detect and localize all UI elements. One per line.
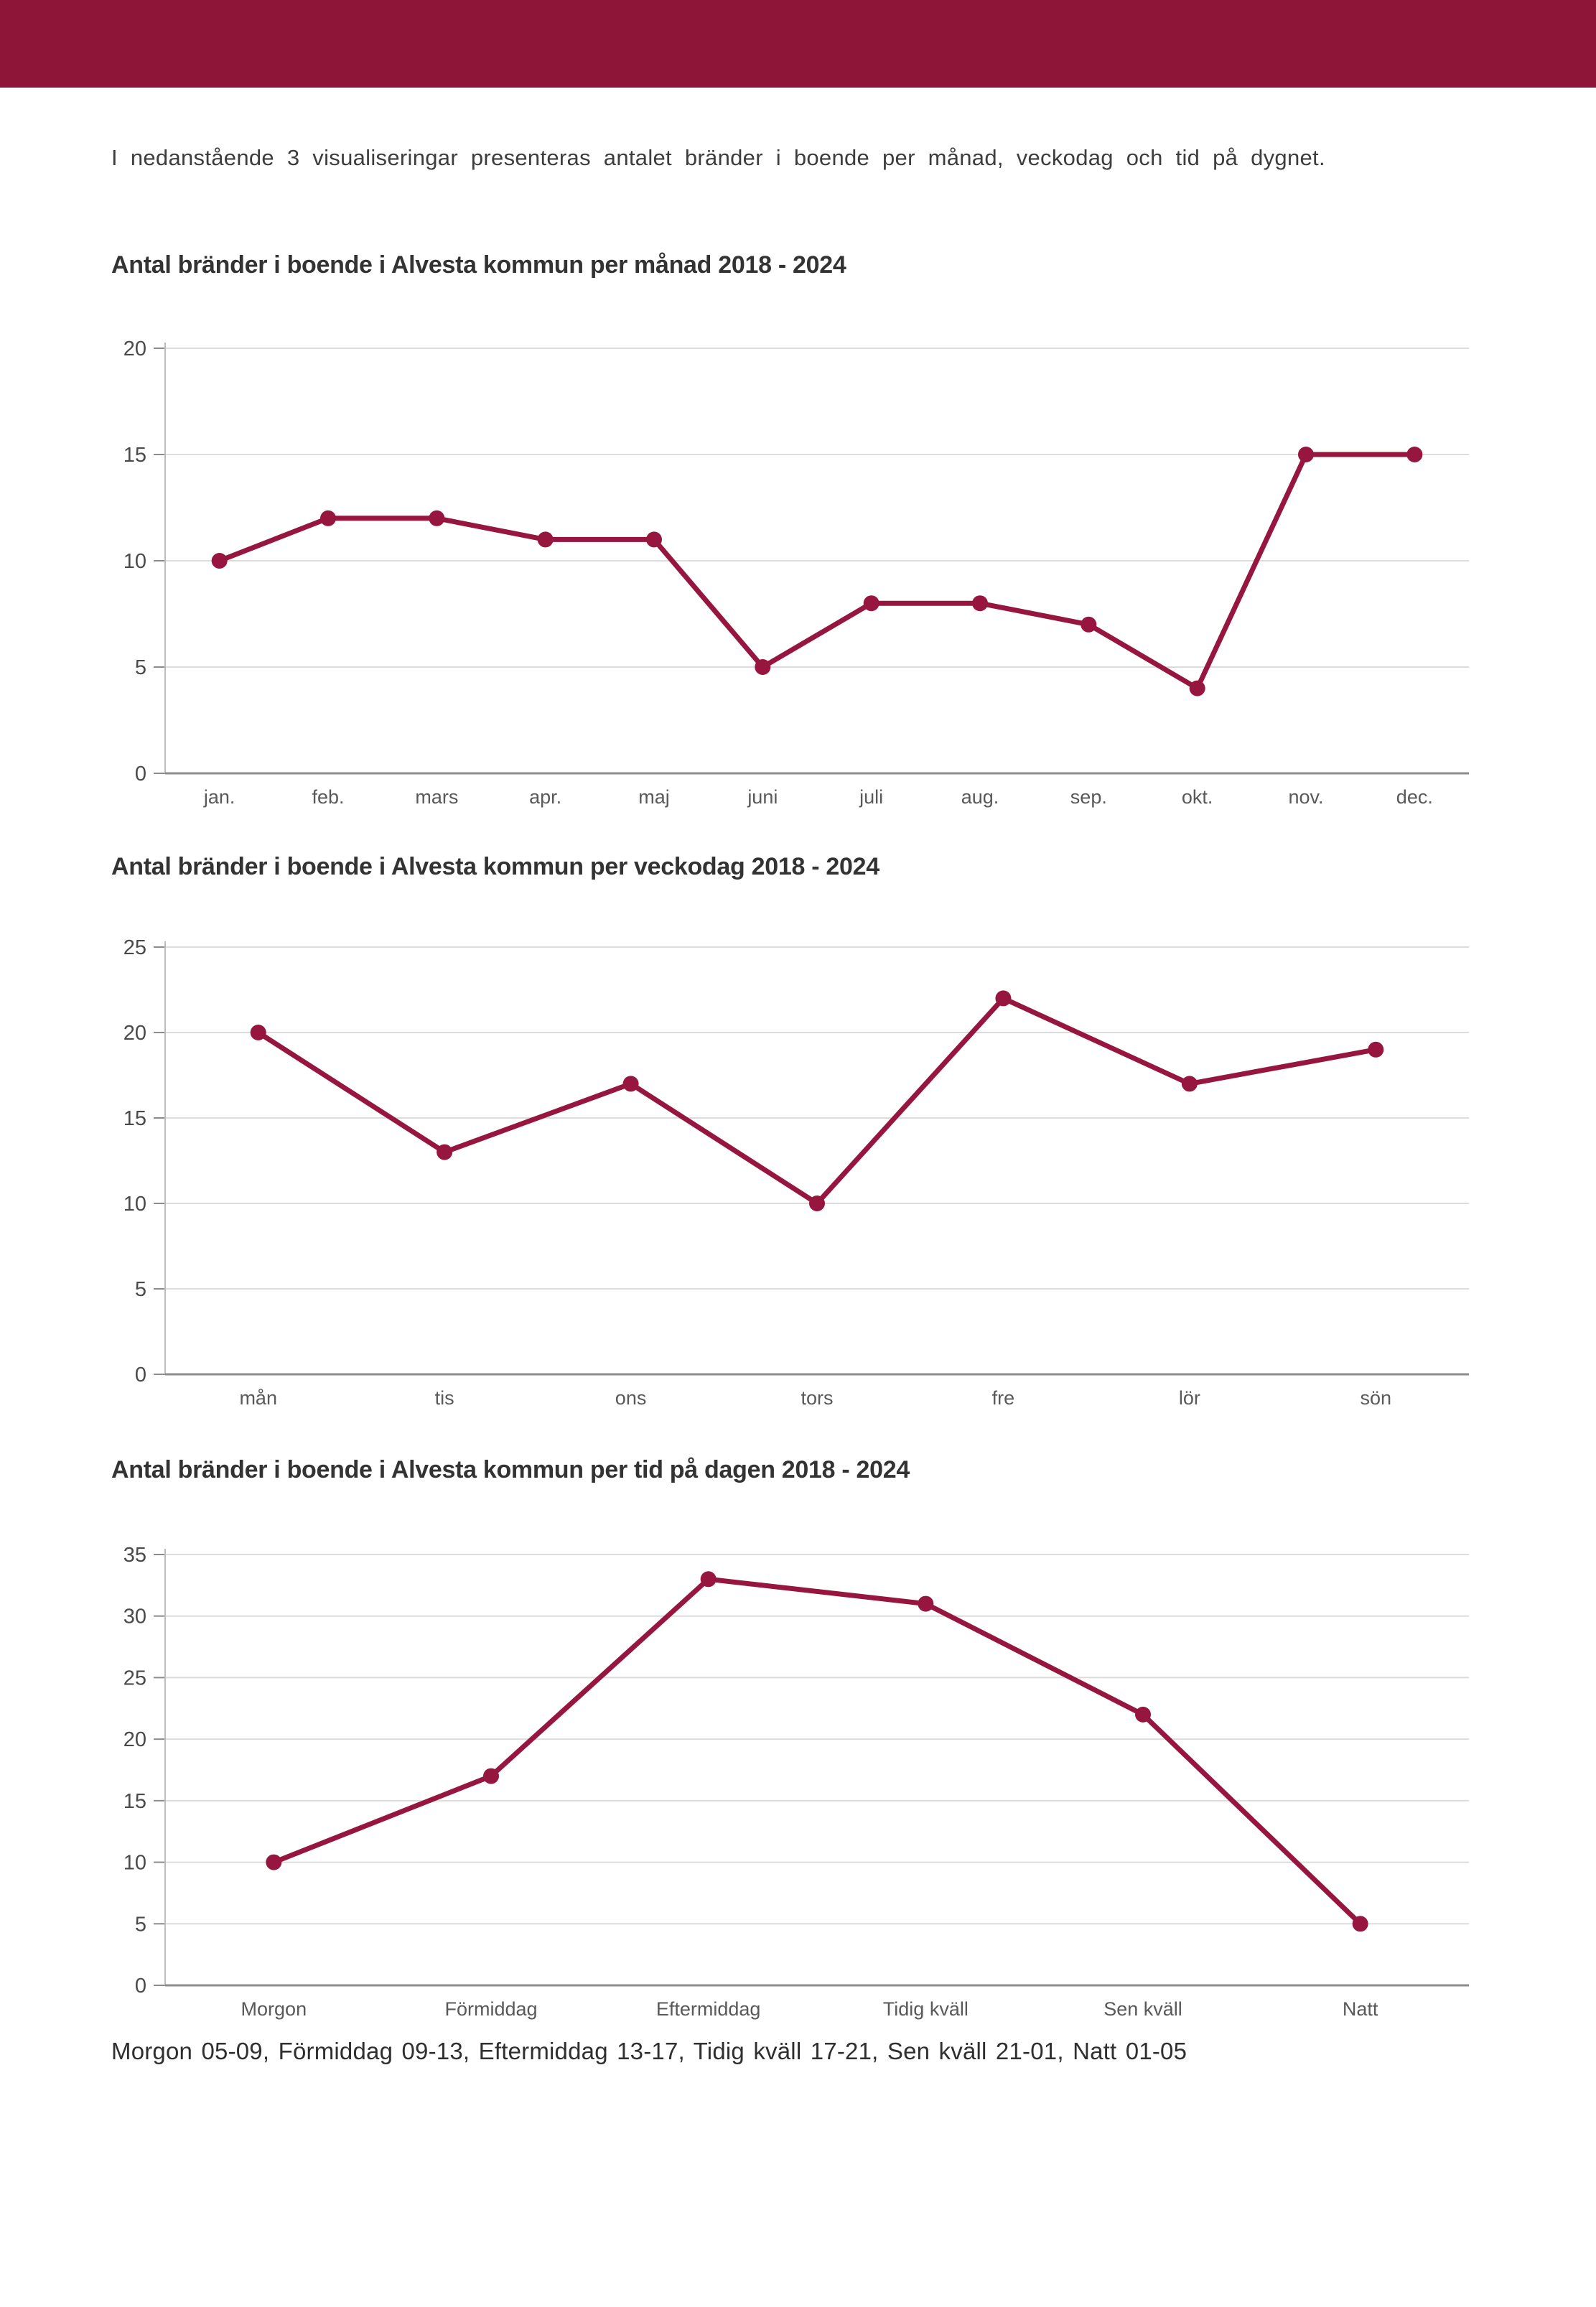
y-tick-label: 20 bbox=[123, 1022, 146, 1045]
x-tick-label: Förmiddag bbox=[444, 1998, 537, 2020]
data-point-dec. bbox=[1406, 447, 1423, 462]
data-point-nov. bbox=[1298, 447, 1314, 462]
data-point-ons bbox=[622, 1076, 639, 1092]
data-point-lör bbox=[1181, 1076, 1198, 1092]
y-tick-label: 20 bbox=[123, 1728, 146, 1751]
chart-title-timeofday: Antal bränder i boende i Alvesta kommun … bbox=[111, 1456, 910, 1483]
time-intervals-legend-text: Morgon 05-09, Förmiddag 09-13, Eftermidd… bbox=[111, 2038, 1187, 2064]
data-point-Morgon bbox=[266, 1854, 282, 1870]
chart-title-monthly: Antal bränder i boende i Alvesta kommun … bbox=[111, 251, 846, 279]
series-line bbox=[217, 452, 1417, 691]
x-tick-label: feb. bbox=[312, 786, 344, 808]
data-point-aug. bbox=[972, 595, 988, 612]
x-tick-label: Eftermiddag bbox=[656, 1998, 761, 2020]
y-tick-label: 25 bbox=[123, 936, 146, 959]
data-point-Eftermiddag bbox=[700, 1571, 717, 1588]
y-tick-label: 15 bbox=[123, 444, 146, 467]
x-tick-label: apr. bbox=[529, 786, 561, 808]
x-tick-label: nov. bbox=[1288, 786, 1323, 808]
y-tick-label: 5 bbox=[135, 1278, 146, 1301]
data-point-feb. bbox=[320, 510, 336, 526]
data-point-maj bbox=[646, 531, 662, 548]
x-tick-label: mån bbox=[239, 1387, 277, 1409]
y-tick-label: 25 bbox=[123, 1667, 146, 1690]
data-point-Sen kväll bbox=[1135, 1706, 1151, 1723]
data-point-sön bbox=[1368, 1041, 1384, 1058]
y-tick-label: 30 bbox=[123, 1605, 146, 1628]
data-point-tors bbox=[809, 1196, 825, 1211]
x-tick-label: lör bbox=[1179, 1387, 1200, 1409]
y-tick-label: 0 bbox=[135, 763, 146, 786]
x-tick-label: ons bbox=[615, 1387, 647, 1409]
data-point-Natt bbox=[1352, 1916, 1368, 1932]
monthly-fires-line-chart: 0 5 10 15 20 jan. feb. mars apr. maj juni juli aug. s… bbox=[123, 337, 1469, 808]
series-line bbox=[256, 995, 1378, 1206]
y-tick-label: 35 bbox=[123, 1544, 146, 1567]
y-tick-label: 15 bbox=[123, 1107, 146, 1130]
x-tick-label: Morgon bbox=[241, 1998, 307, 2020]
chart-title-weekday: Antal bränder i boende i Alvesta kommun … bbox=[111, 853, 879, 880]
y-tick-label: 5 bbox=[135, 1913, 146, 1936]
y-tick-label: 10 bbox=[123, 1852, 146, 1875]
x-tick-label: jan. bbox=[203, 786, 235, 808]
y-tick-label: 15 bbox=[123, 1790, 146, 1813]
x-tick-label: okt. bbox=[1182, 786, 1213, 808]
data-point-jan. bbox=[211, 553, 228, 569]
data-point-Tidig kväll bbox=[918, 1595, 934, 1612]
y-tick-label: 0 bbox=[135, 1364, 146, 1386]
x-tick-label: sep. bbox=[1070, 786, 1107, 808]
weekday-fires-line-chart: 0 5 10 15 20 25 mån tis ons tors fre lör sön bbox=[123, 936, 1469, 1409]
x-tick-label: juli bbox=[859, 786, 883, 808]
x-tick-label: fre bbox=[992, 1387, 1015, 1409]
data-point-tis bbox=[437, 1144, 453, 1160]
y-tick-label: 10 bbox=[123, 1193, 146, 1216]
data-point-juli bbox=[863, 595, 879, 612]
x-tick-label: aug. bbox=[961, 786, 999, 808]
data-point-fre bbox=[995, 990, 1012, 1007]
data-point-apr. bbox=[537, 531, 554, 548]
data-point-mån bbox=[250, 1025, 266, 1040]
timeofday-fires-line-chart: 0 5 10 15 20 25 30 35 Morgon Förmiddag Eftermiddag… bbox=[123, 1544, 1469, 2020]
x-tick-label: maj bbox=[638, 786, 670, 808]
data-point-okt. bbox=[1189, 680, 1205, 696]
y-tick-label: 20 bbox=[123, 337, 146, 360]
data-point-juni bbox=[755, 659, 771, 675]
x-tick-label: dec. bbox=[1396, 786, 1433, 808]
x-tick-label: juni bbox=[747, 786, 778, 808]
x-tick-label: tis bbox=[435, 1387, 454, 1409]
header-bar bbox=[0, 0, 1596, 88]
x-tick-label: mars bbox=[415, 786, 458, 808]
x-tick-label: Natt bbox=[1343, 1998, 1378, 2020]
data-point-mars bbox=[429, 510, 445, 526]
x-tick-label: tors bbox=[801, 1387, 833, 1409]
data-point-Förmiddag bbox=[483, 1768, 499, 1784]
data-point-sep. bbox=[1081, 616, 1097, 633]
x-tick-label: Sen kväll bbox=[1103, 1998, 1182, 2020]
intro-text: I nedanstående 3 visualiseringar present… bbox=[111, 145, 1325, 170]
series-line bbox=[271, 1576, 1363, 1926]
x-tick-label: sön bbox=[1361, 1387, 1392, 1409]
y-tick-label: 0 bbox=[135, 1975, 146, 1998]
y-tick-label: 10 bbox=[123, 550, 146, 573]
x-tick-label: Tidig kväll bbox=[883, 1998, 969, 2020]
y-tick-label: 5 bbox=[135, 656, 146, 679]
